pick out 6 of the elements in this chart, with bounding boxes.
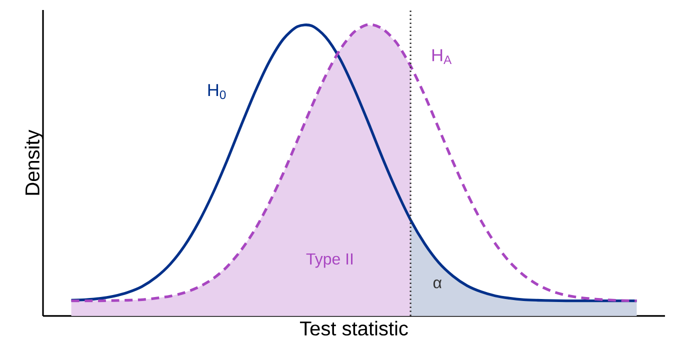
- x-axis-title: Test statistic: [300, 320, 408, 336]
- y-axis-title: Density: [24, 130, 44, 195]
- series-label: H$_{0}$: [208, 84, 226, 100]
- annotation: Type II: [306, 253, 352, 268]
- series-label: H$_{A}$: [432, 49, 452, 64]
- annotation: α: [433, 280, 442, 288]
